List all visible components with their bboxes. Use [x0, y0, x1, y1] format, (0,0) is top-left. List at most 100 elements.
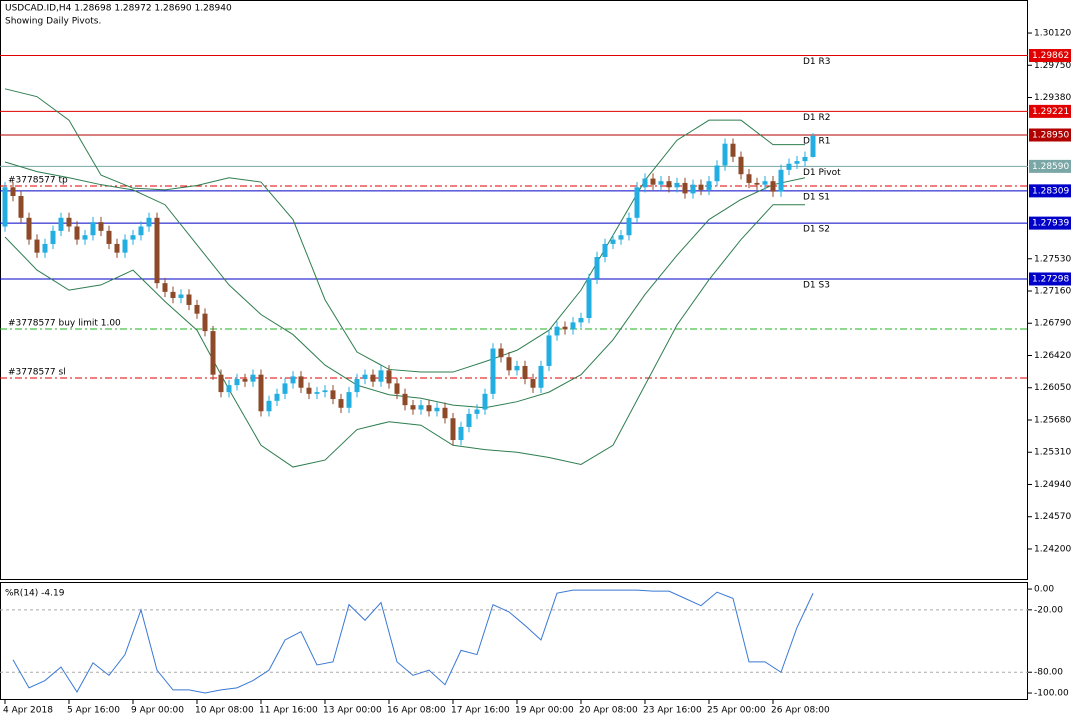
level-tag-label: 1.28309: [1032, 186, 1069, 196]
x-tick-label: 5 Apr 16:00: [67, 706, 120, 716]
candle-body: [458, 426, 464, 441]
candle-body: [466, 413, 472, 427]
chart-title: USDCAD.ID,H4 1.28698 1.28972 1.28690 1.2…: [5, 4, 232, 14]
y-tick-label: 1.24570: [1034, 512, 1071, 522]
x-tick-label: 4 Apr 2018: [3, 706, 53, 716]
candle-body: [570, 322, 576, 330]
candle-body: [194, 304, 200, 314]
y-tick-label: 1.24940: [1034, 480, 1071, 490]
indicator-tick-label: -20.00: [1034, 605, 1063, 615]
candle-body: [786, 163, 792, 170]
candle-body: [314, 392, 320, 394]
candle-body: [242, 379, 248, 382]
level-tag-label: 1.28950: [1032, 130, 1069, 140]
candle-body: [794, 161, 800, 164]
candle-body: [418, 405, 424, 410]
candle-body: [26, 217, 32, 240]
candle-body: [122, 239, 128, 253]
candle-body: [634, 187, 640, 218]
plot-layer: 1.30120 1.29750 1.29380 1.27530 1.27160 1.267…: [0, 29, 1071, 716]
x-tick-label: 16 Apr 08:00: [387, 706, 446, 716]
candle-body: [730, 143, 736, 157]
level-tag: [1029, 272, 1071, 286]
candle-body: [642, 178, 648, 188]
candle-body: [562, 326, 568, 330]
candle-body: [210, 331, 216, 375]
candle-body: [690, 184, 696, 194]
candle-body: [138, 226, 144, 236]
candle-body: [674, 182, 680, 188]
chart-subtitle: Showing Daily Pivots.: [5, 17, 101, 27]
candle-body: [322, 390, 328, 393]
candle-body: [802, 156, 808, 162]
williams-r-line: [12, 589, 814, 694]
level-name: D1 S2: [803, 225, 830, 235]
band-lower: [4, 204, 805, 468]
level-name: D1 S1: [803, 192, 830, 202]
candle-body: [82, 235, 88, 240]
y-tick-label: 1.26790: [1034, 319, 1071, 329]
candle-body: [42, 243, 48, 253]
candle-body: [234, 379, 240, 386]
candle-body: [282, 383, 288, 394]
candle-body: [250, 374, 256, 382]
x-tick-label: 9 Apr 00:00: [131, 706, 184, 716]
level-tag: [1029, 104, 1071, 118]
candle-body: [650, 178, 656, 185]
level-tag: [1029, 128, 1071, 142]
candle-body: [594, 257, 600, 279]
candle-body: [178, 294, 184, 298]
candle-body: [170, 291, 176, 298]
candle-body: [778, 169, 784, 192]
candle-body: [762, 181, 768, 185]
candle-body: [586, 278, 592, 319]
candle-body: [50, 230, 56, 244]
x-tick-label: 23 Apr 16:00: [643, 706, 702, 716]
level-name: D1 R3: [803, 57, 831, 67]
candle-body: [114, 243, 120, 253]
level-tag: [1029, 159, 1071, 173]
candle-body: [506, 357, 512, 371]
candle-body: [266, 400, 272, 412]
candle-body: [610, 239, 616, 244]
candle-body: [746, 174, 752, 183]
candle-body: [698, 184, 704, 190]
level-tag-label: 1.28590: [1032, 162, 1069, 172]
candle-body: [522, 365, 528, 380]
y-tick-label: 1.26420: [1034, 351, 1071, 361]
candle-body: [754, 182, 760, 185]
level-tag-label: 1.27939: [1032, 219, 1069, 229]
candle-body: [10, 187, 16, 197]
main-pane: [0, 0, 1028, 580]
candle-body: [426, 405, 432, 412]
candle-body: [738, 156, 744, 175]
candle-body: [658, 181, 664, 185]
level-name: D1 R1: [803, 136, 831, 146]
indicator-title: %R(14) -4.19: [5, 589, 65, 599]
candle-body: [442, 407, 448, 419]
indicator-tick-label: -80.00: [1034, 668, 1063, 678]
candle-body: [162, 283, 168, 292]
level-tag: [1029, 49, 1071, 63]
candle-body: [226, 385, 232, 393]
candle-body: [154, 217, 160, 284]
candle-body: [354, 379, 360, 393]
candle-body: [298, 376, 304, 388]
order-label: #3778577 sl: [8, 367, 66, 377]
x-tick-label: 13 Apr 00:00: [323, 706, 382, 716]
candle-body: [626, 217, 632, 236]
indicator-tick-label: 0.00: [1034, 585, 1054, 595]
candle-body: [378, 370, 384, 382]
candle-body: [66, 217, 72, 227]
x-tick-label: 17 Apr 16:00: [451, 706, 510, 716]
candle-body: [338, 399, 344, 408]
candle-body: [186, 294, 192, 305]
level-name: D1 Pivot: [803, 168, 841, 178]
level-tag-label: 1.29862: [1032, 51, 1069, 61]
indicator-tick-label: -100.00: [1034, 689, 1069, 699]
candle-body: [434, 407, 440, 412]
candle-body: [2, 187, 8, 227]
x-tick-label: 11 Apr 16:00: [259, 706, 318, 716]
candle-body: [402, 393, 408, 406]
level-name: D1 S3: [803, 280, 830, 290]
